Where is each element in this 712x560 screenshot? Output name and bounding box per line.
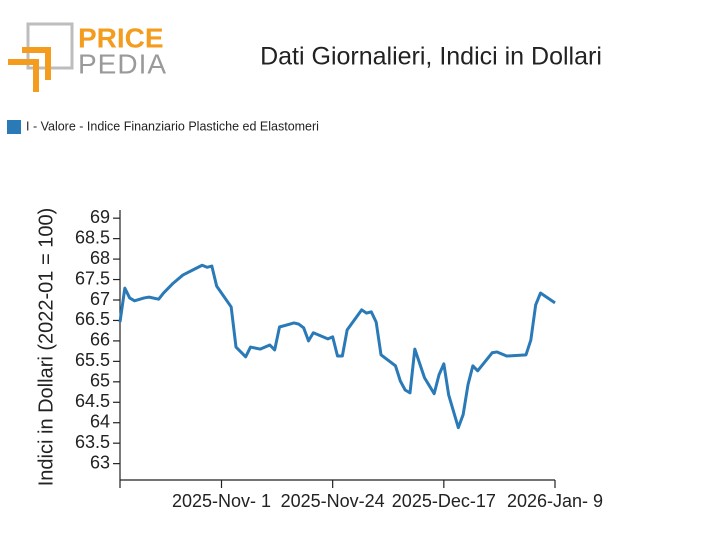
y-tick-label: 66.5 xyxy=(75,309,110,329)
y-axis-title: Indici in Dollari (2022-01 = 100) xyxy=(35,208,57,487)
legend-label[interactable]: I - Valore - Indice Finanziario Plastich… xyxy=(26,119,319,133)
x-tick-label: 2025-Nov- 1 xyxy=(172,491,271,511)
y-tick-label: 66 xyxy=(90,330,110,350)
x-tick-label: 2025-Dec-17 xyxy=(392,491,496,511)
y-tick-label: 64.5 xyxy=(75,391,110,411)
y-tick-label: 63 xyxy=(90,452,110,472)
y-tick-label: 67.5 xyxy=(75,268,110,288)
y-tick-label: 64 xyxy=(90,411,110,431)
brand-first: PRICE xyxy=(78,22,164,53)
logo-bracket xyxy=(22,47,51,80)
x-tick-label: 2026-Jan- 9 xyxy=(507,491,603,511)
y-tick-label: 65.5 xyxy=(75,350,110,370)
chart-title: Dati Giornalieri, Indici in Dollari xyxy=(260,43,602,71)
y-tick-label: 63.5 xyxy=(75,432,110,452)
brand-second: PEDIA xyxy=(78,48,167,79)
legend-swatch[interactable] xyxy=(7,120,21,134)
y-tick-label: 67 xyxy=(90,289,110,309)
y-tick-label: 65 xyxy=(90,371,110,391)
series-line xyxy=(118,263,556,430)
y-tick-label: 68.5 xyxy=(75,227,110,247)
logo: PRICE PEDIA xyxy=(8,22,167,92)
x-tick-label: 2025-Nov-24 xyxy=(281,491,385,511)
y-tick-label: 69 xyxy=(90,207,110,227)
logo-bracket xyxy=(8,59,39,92)
y-tick-label: 68 xyxy=(90,248,110,268)
